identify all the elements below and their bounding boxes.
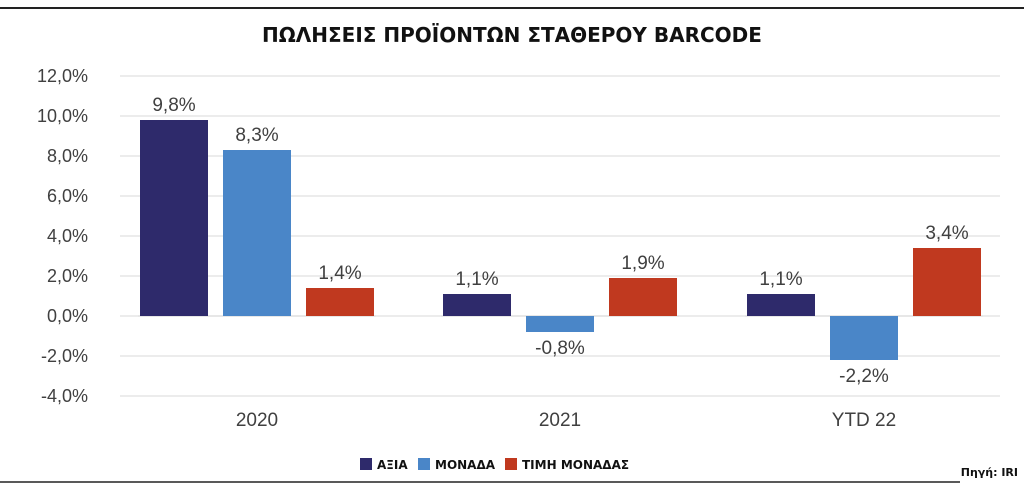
- bars: [140, 120, 981, 360]
- y-tick-label: -2,0%: [41, 346, 88, 366]
- data-label: 1,9%: [621, 253, 664, 274]
- legend-swatch: [360, 458, 372, 470]
- data-label: 8,3%: [235, 125, 278, 146]
- legend: ΑΞΙΑ ΜΟΝΑΔΑ ΤΙΜΗ ΜΟΝΑΔΑΣ: [360, 458, 629, 472]
- bar: [830, 316, 898, 360]
- data-label: 3,4%: [925, 223, 968, 244]
- x-category-label: YTD 22: [832, 410, 896, 431]
- bar: [223, 150, 291, 316]
- x-category-label: 2021: [539, 410, 581, 431]
- bar: [526, 316, 594, 332]
- x-axis-categories: 2020 2021 YTD 22: [236, 410, 896, 431]
- y-axis-ticks: 12,0% 10,0% 8,0% 6,0% 4,0% 2,0% 0,0% -2,0% -4,0%: [37, 66, 88, 406]
- data-label: 9,8%: [152, 95, 195, 116]
- y-tick-label: 4,0%: [47, 226, 88, 246]
- bar: [609, 278, 677, 316]
- y-tick-label: 8,0%: [47, 146, 88, 166]
- data-label: 1,1%: [759, 269, 802, 290]
- bar: [140, 120, 208, 316]
- legend-label: ΤΙΜΗ ΜΟΝΑΔΑΣ: [522, 458, 629, 472]
- data-label: 1,4%: [318, 263, 361, 284]
- bar: [443, 294, 511, 316]
- data-label: -2,2%: [839, 366, 889, 387]
- legend-swatch: [418, 458, 430, 470]
- source-note: Πηγή: IRI: [961, 466, 1018, 479]
- y-tick-label: -4,0%: [41, 386, 88, 406]
- bar: [747, 294, 815, 316]
- data-label: -0,8%: [535, 338, 585, 359]
- y-tick-label: 0,0%: [47, 306, 88, 326]
- data-labels: 9,8% 1,1% 1,1% 8,3% -0,8% -2,2% 1,4% 1,9% 3,4%: [152, 95, 968, 387]
- data-label: 1,1%: [455, 269, 498, 290]
- legend-label: ΜΟΝΑΔΑ: [435, 458, 496, 472]
- y-tick-label: 6,0%: [47, 186, 88, 206]
- legend-label: ΑΞΙΑ: [377, 458, 408, 472]
- bar: [913, 248, 981, 316]
- bar: [306, 288, 374, 316]
- chart-title: ΠΩΛΗΣΕΙΣ ΠΡΟΪΟΝΤΩΝ ΣΤΑΘΕΡΟΥ BARCODE: [262, 23, 762, 47]
- legend-swatch: [505, 458, 517, 470]
- x-category-label: 2020: [236, 410, 278, 431]
- y-tick-label: 12,0%: [37, 66, 88, 86]
- y-tick-label: 2,0%: [47, 266, 88, 286]
- y-tick-label: 10,0%: [37, 106, 88, 126]
